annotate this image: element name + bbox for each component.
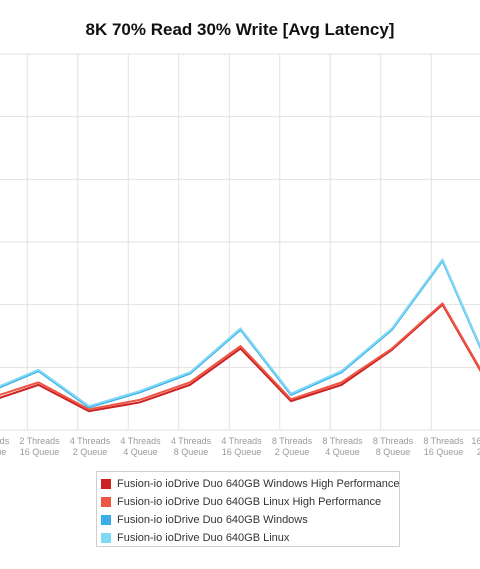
x-tick-label: 4 Threads <box>120 436 161 446</box>
legend-item: Fusion-io ioDrive Duo 640GB Linux High P… <box>97 493 399 511</box>
x-tick-label: 2 Threads <box>19 436 60 446</box>
x-tick-label: 16 Queue <box>222 447 262 457</box>
x-tick-label: 8 Threads <box>423 436 464 446</box>
x-tick-label: 2 Threads <box>0 436 10 446</box>
series-line-2 <box>0 302 480 411</box>
x-tick-label: 2 Queue <box>275 447 310 457</box>
series-line-4 <box>0 258 480 408</box>
x-tick-label: 4 Queue <box>325 447 360 457</box>
legend-swatch <box>101 533 111 543</box>
x-tick-label: 16 Queue <box>424 447 464 457</box>
x-tick-label: 4 Threads <box>70 436 111 446</box>
x-tick-label: 4 Threads <box>221 436 262 446</box>
legend-swatch <box>101 515 111 525</box>
x-tick-label: 16 Threads <box>471 436 480 446</box>
x-tick-label: 2 Queue <box>477 447 480 457</box>
x-tick-label: 8 Queue <box>0 447 6 457</box>
x-tick-label: 8 Queue <box>376 447 411 457</box>
legend-item: Fusion-io ioDrive Duo 640GB Linux <box>97 529 399 547</box>
chart-title: 8K 70% Read 30% Write [Avg Latency] <box>85 20 395 39</box>
x-tick-label: 8 Threads <box>373 436 414 446</box>
x-tick-label: 2 Queue <box>73 447 108 457</box>
x-tick-label: 8 Queue <box>174 447 209 457</box>
legend-label: Fusion-io ioDrive Duo 640GB Linux <box>117 532 290 544</box>
grid <box>0 53 480 431</box>
x-tick-label: 8 Threads <box>322 436 363 446</box>
legend: Fusion-io ioDrive Duo 640GB Windows High… <box>96 471 400 547</box>
legend-label: Fusion-io ioDrive Duo 640GB Windows High… <box>117 478 400 490</box>
legend-item: Fusion-io ioDrive Duo 640GB Windows High… <box>97 475 399 493</box>
legend-label: Fusion-io ioDrive Duo 640GB Linux High P… <box>117 496 382 508</box>
legend-label: Fusion-io ioDrive Duo 640GB Windows <box>117 514 308 526</box>
series-lines <box>0 258 480 413</box>
x-tick-label: 4 Queue <box>123 447 158 457</box>
x-tick-label: 16 Queue <box>20 447 60 457</box>
legend-item: Fusion-io ioDrive Duo 640GB Windows <box>97 511 399 529</box>
x-tick-label: 8 Threads <box>272 436 313 446</box>
legend-swatch <box>101 497 111 507</box>
legend-swatch <box>101 479 111 489</box>
x-tick-label: 4 Threads <box>171 436 212 446</box>
